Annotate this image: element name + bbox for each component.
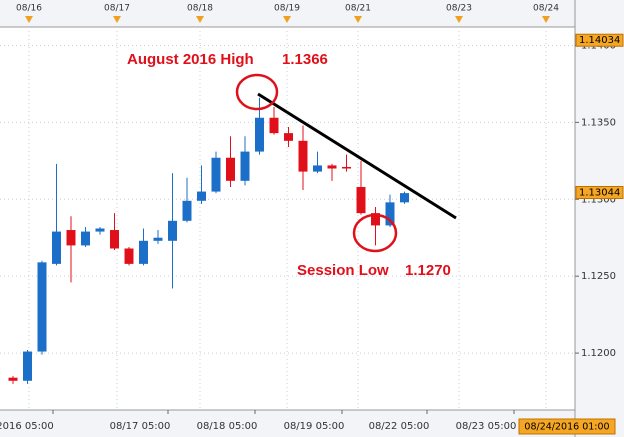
- candle-body: [298, 140, 308, 172]
- price-axis: [575, 0, 624, 437]
- x-tick-label: 08/23 05:00: [456, 421, 517, 432]
- time-marker: [542, 16, 550, 23]
- annotation: 1.1270: [405, 262, 451, 279]
- time-marker: [354, 16, 362, 23]
- x-tick-label: 08/22 05:00: [369, 421, 430, 432]
- price-marker: [575, 33, 624, 47]
- candle-body: [385, 202, 395, 226]
- candle-body: [356, 186, 366, 214]
- top-label: 08/18: [187, 4, 213, 14]
- annotation: August 2016 High: [127, 51, 254, 68]
- top-label: 08/19: [274, 4, 300, 14]
- candle-body: [342, 166, 351, 169]
- x-tick-label: 08/17 05:00: [110, 421, 171, 432]
- candle-body: [8, 377, 18, 381]
- top-label: 08/21: [345, 4, 371, 14]
- candle-body: [81, 231, 90, 246]
- time-marker: [283, 16, 291, 23]
- candle-body: [182, 200, 192, 221]
- candle-body: [327, 165, 337, 169]
- candle-body: [269, 117, 279, 134]
- candle-body: [400, 193, 409, 203]
- trend-line: [257, 92, 457, 220]
- candles: [8, 97, 409, 384]
- candle-body: [211, 157, 221, 192]
- y-tick-label: 1.1350: [581, 117, 616, 128]
- candle-body: [23, 351, 32, 381]
- candle-body: [110, 230, 119, 249]
- annotation: 1.1366: [282, 51, 328, 68]
- current-time: 08/24/2016 01:00: [524, 422, 609, 433]
- current-time-box: [518, 418, 616, 435]
- y-tick-label: 1.1300: [581, 194, 616, 205]
- candle-body: [197, 191, 206, 201]
- candle-body: [66, 230, 76, 246]
- price-label: 1.14034: [579, 35, 620, 46]
- time-marker: [113, 16, 121, 23]
- candle-body: [52, 231, 61, 264]
- x-tick-label: 2016 05:00: [0, 421, 54, 432]
- high-circle: [235, 73, 279, 111]
- price-marker: [575, 186, 624, 200]
- y-tick-label: 1.1250: [581, 271, 616, 282]
- candle-body: [139, 240, 148, 264]
- candle-body: [153, 237, 163, 241]
- time-marker: [455, 16, 463, 23]
- candle-body: [240, 151, 250, 181]
- candle-body: [226, 157, 235, 181]
- low-circle: [352, 213, 398, 253]
- time-axis: [0, 410, 575, 437]
- top-label: 08/17: [104, 4, 130, 14]
- time-marker: [25, 16, 33, 23]
- candle-body: [95, 228, 105, 232]
- time-marker: [196, 16, 204, 23]
- top-axis: [0, 0, 575, 27]
- top-label: 08/16: [16, 4, 42, 14]
- candle-body: [371, 213, 380, 226]
- annotation: Session Low: [297, 262, 389, 279]
- candle-body: [313, 165, 322, 172]
- candle-body: [168, 220, 177, 241]
- axes: 1.12001.12501.13001.13501.140008/1608/17…: [0, 4, 624, 435]
- candle-body: [37, 262, 47, 352]
- y-tick-label: 1.1200: [581, 348, 616, 359]
- top-label: 08/23: [446, 4, 472, 14]
- x-tick-label: 08/19 05:00: [284, 421, 345, 432]
- x-tick-label: 08/18 05:00: [197, 421, 258, 432]
- candle-body: [124, 248, 134, 264]
- candle-body: [255, 117, 264, 152]
- top-label: 08/24: [533, 4, 559, 14]
- price-label: 1.13044: [579, 188, 620, 199]
- candle-body: [284, 133, 293, 141]
